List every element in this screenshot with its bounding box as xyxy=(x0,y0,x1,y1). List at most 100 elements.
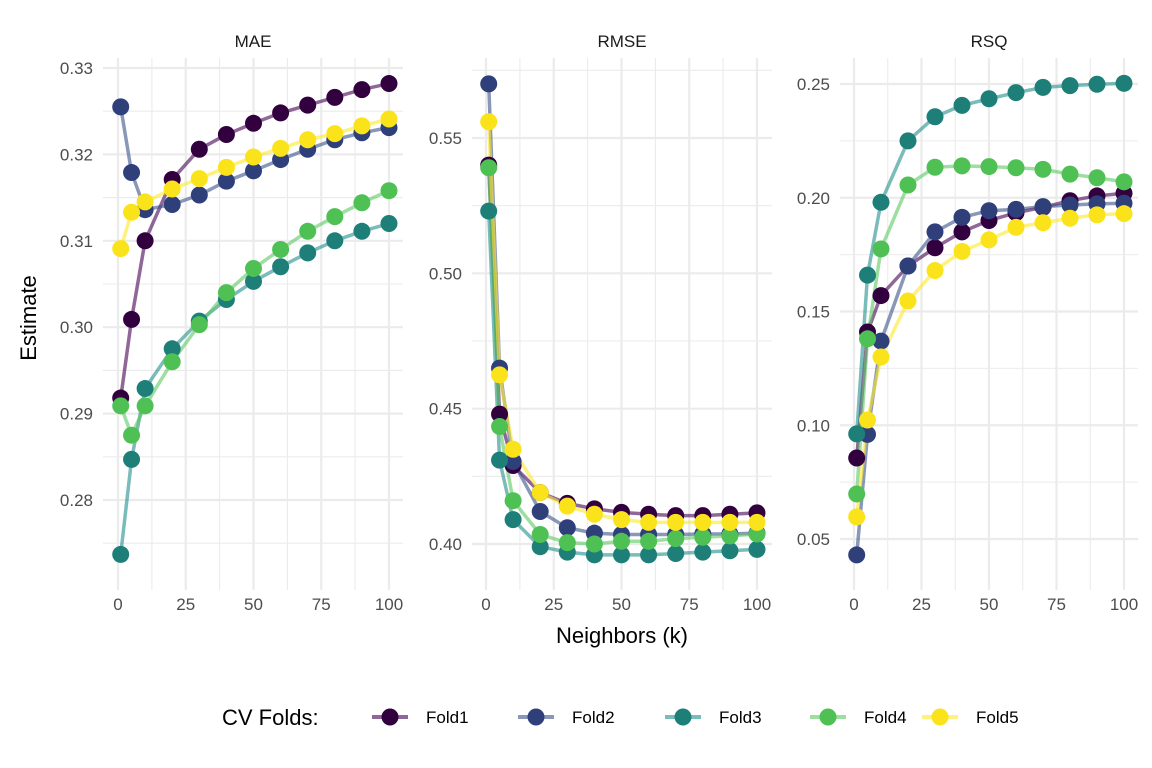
y-tick-label: 0.32 xyxy=(60,145,93,164)
data-point-fold5 xyxy=(748,513,766,531)
x-tick-label: 75 xyxy=(1047,595,1066,614)
data-point-fold3 xyxy=(480,202,498,220)
data-point-fold3 xyxy=(326,232,344,250)
data-point-fold4 xyxy=(531,526,549,544)
x-tick-label: 50 xyxy=(244,595,263,614)
series-line-fold5 xyxy=(119,117,390,250)
y-tick-label: 0.20 xyxy=(797,189,830,208)
data-point-fold4 xyxy=(245,259,262,277)
data-point-fold5 xyxy=(721,513,739,531)
data-point-fold3 xyxy=(491,451,509,469)
data-point-fold5 xyxy=(1061,209,1079,227)
data-point-fold5 xyxy=(1088,206,1106,224)
data-point-fold3 xyxy=(1061,77,1079,95)
data-point-fold1 xyxy=(380,75,398,93)
y-tick-label: 0.40 xyxy=(429,535,462,554)
data-point-fold3 xyxy=(953,96,971,114)
y-tick-label: 0.31 xyxy=(60,232,93,251)
data-point-fold4 xyxy=(326,208,344,226)
legend-point-swatch xyxy=(674,708,692,726)
y-tick-label: 0.50 xyxy=(429,264,462,283)
data-point-fold1 xyxy=(136,232,154,250)
data-point-fold3 xyxy=(1088,75,1106,93)
legend-point-swatch xyxy=(381,708,399,726)
data-point-fold2 xyxy=(123,164,141,182)
data-point-fold1 xyxy=(926,239,944,257)
data-point-fold2 xyxy=(899,257,917,275)
x-tick-label: 100 xyxy=(1110,595,1138,614)
y-tick-label: 0.55 xyxy=(429,129,462,148)
y-tick-label: 0.10 xyxy=(797,416,830,435)
data-point-fold3 xyxy=(667,544,685,562)
data-point-fold2 xyxy=(1034,198,1052,216)
legend-label: Fold2 xyxy=(572,708,615,727)
data-point-fold5 xyxy=(640,513,658,531)
x-tick-label: 100 xyxy=(375,595,403,614)
legend-items: Fold1 Fold2 Fold3 Fold4 Fold5 xyxy=(372,708,1019,727)
data-point-fold2 xyxy=(1061,196,1079,214)
data-point-fold5 xyxy=(531,484,549,502)
data-point-fold3 xyxy=(899,132,917,150)
data-point-fold4 xyxy=(136,397,154,415)
data-point-fold4 xyxy=(859,330,876,348)
data-point-fold4 xyxy=(217,284,235,302)
legend-label: Fold5 xyxy=(976,708,1019,727)
data-point-fold3 xyxy=(1115,74,1133,92)
data-point-fold1 xyxy=(217,126,235,144)
series-line-fold1 xyxy=(486,164,758,518)
data-point-fold3 xyxy=(1007,84,1025,102)
x-tick-label: 100 xyxy=(743,595,771,614)
series-line-fold3 xyxy=(854,81,1125,435)
data-point-fold3 xyxy=(859,266,876,284)
data-point-fold2 xyxy=(112,98,130,116)
data-point-fold5 xyxy=(859,411,876,429)
legend-item-fold4: Fold4 xyxy=(810,708,907,727)
data-point-fold4 xyxy=(299,222,317,240)
x-tick-label: 25 xyxy=(912,595,931,614)
data-point-fold5 xyxy=(136,193,154,211)
data-point-fold4 xyxy=(491,418,509,436)
data-point-fold3 xyxy=(1034,78,1052,96)
y-tick-label: 0.28 xyxy=(60,491,93,510)
data-point-fold5 xyxy=(190,170,208,188)
data-point-fold4 xyxy=(1034,160,1052,178)
data-point-fold3 xyxy=(694,543,712,561)
data-point-fold4 xyxy=(380,182,398,200)
data-point-fold1 xyxy=(848,449,866,467)
data-point-fold4 xyxy=(123,426,141,444)
data-point-fold4 xyxy=(504,492,522,510)
data-point-fold4 xyxy=(748,525,766,543)
y-tick-label: 0.25 xyxy=(797,75,830,94)
data-point-fold4 xyxy=(694,528,712,546)
data-point-fold5 xyxy=(299,131,317,149)
data-point-fold4 xyxy=(848,485,866,503)
y-tick-label: 0.33 xyxy=(60,59,93,78)
data-point-fold5 xyxy=(585,505,603,523)
x-tick-label: 50 xyxy=(980,595,999,614)
data-point-fold5 xyxy=(163,180,181,198)
data-point-fold5 xyxy=(980,231,998,249)
data-point-fold5 xyxy=(480,113,498,131)
data-point-fold5 xyxy=(353,117,371,135)
data-point-fold4 xyxy=(480,159,498,177)
y-tick-label: 0.15 xyxy=(797,303,830,322)
data-point-fold5 xyxy=(558,497,576,515)
data-point-fold4 xyxy=(721,527,739,545)
data-point-fold3 xyxy=(748,540,766,558)
data-point-fold3 xyxy=(163,340,181,358)
y-tick-label: 0.45 xyxy=(429,400,462,419)
legend-point-swatch xyxy=(819,708,837,726)
data-point-fold4 xyxy=(112,397,130,415)
data-point-fold5 xyxy=(667,513,685,531)
panel-rsq: RSQ 0.05 0.10 0.15 0.20 0.25 0 25 50 75 100 xyxy=(797,32,1138,614)
data-point-fold4 xyxy=(353,194,371,212)
data-point-fold1 xyxy=(491,405,509,423)
data-point-fold4 xyxy=(640,532,658,550)
data-point-fold4 xyxy=(926,158,944,176)
legend-item-fold2: Fold2 xyxy=(518,708,615,727)
series-line-fold5 xyxy=(854,211,1125,518)
series-line-fold4 xyxy=(119,189,390,437)
x-tick-label: 50 xyxy=(612,595,631,614)
data-point-fold1 xyxy=(872,287,890,305)
data-point-fold4 xyxy=(1115,173,1133,191)
